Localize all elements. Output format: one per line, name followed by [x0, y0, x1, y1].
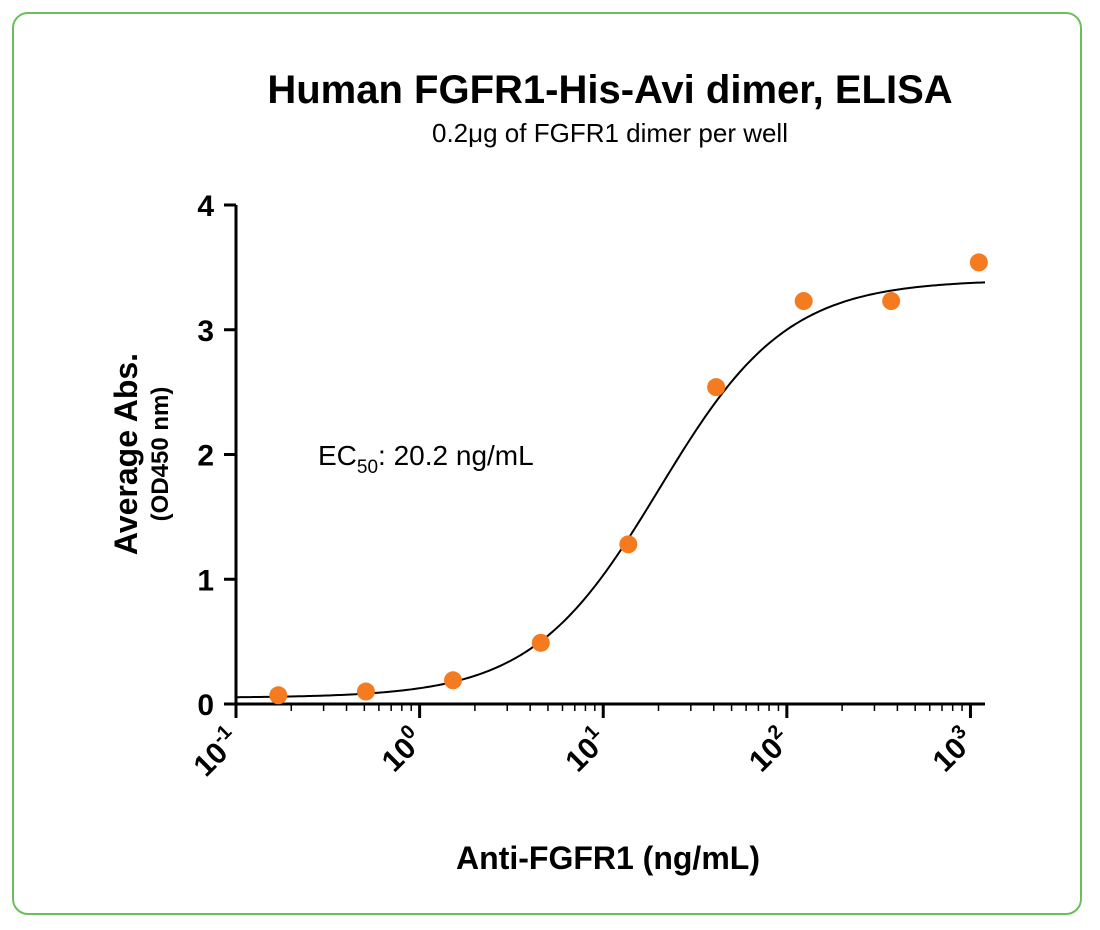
x-tick-label: 100	[373, 721, 431, 779]
data-point	[356, 682, 375, 701]
ec50-label: EC	[318, 440, 357, 471]
ec50-annotation: EC50: 20.2 ng/mL	[318, 440, 534, 478]
axes: 0 1 2 3 4 10-1 100 101 102 103	[185, 190, 985, 783]
data-point	[269, 686, 288, 705]
data-points	[269, 253, 988, 705]
data-point	[531, 633, 550, 652]
x-tick-label: 10-1	[185, 721, 247, 783]
data-point	[794, 292, 813, 311]
chart-subtitle: 0.2μg of FGFR1 dimer per well	[432, 118, 788, 148]
data-point	[882, 292, 901, 311]
y-tick-label: 1	[197, 564, 214, 597]
data-point	[444, 671, 463, 690]
data-point	[969, 253, 988, 272]
y-axis-subtitle: (OD450 nm)	[147, 387, 174, 522]
fit-curve-group	[235, 281, 986, 699]
y-axis-title: Average Abs.	[108, 353, 144, 555]
y-tick-label: 2	[197, 440, 214, 473]
x-tick-label: 103	[924, 721, 982, 779]
data-point	[619, 535, 638, 554]
x-tick-label: 102	[740, 721, 798, 779]
y-tick-label: 0	[197, 689, 214, 722]
y-tick-label: 4	[197, 190, 214, 223]
ec50-subscript: 50	[357, 457, 378, 478]
chart-frame	[12, 12, 1082, 915]
y-tick-label: 3	[197, 315, 214, 348]
fit-curve	[235, 281, 986, 699]
data-point	[707, 378, 726, 397]
x-axis-title: Anti-FGFR1 (ng/mL)	[456, 840, 760, 876]
x-tick-label: 101	[557, 721, 615, 779]
ec50-value: : 20.2 ng/mL	[378, 440, 534, 471]
chart-title: Human FGFR1-His-Avi dimer, ELISA	[267, 68, 952, 112]
